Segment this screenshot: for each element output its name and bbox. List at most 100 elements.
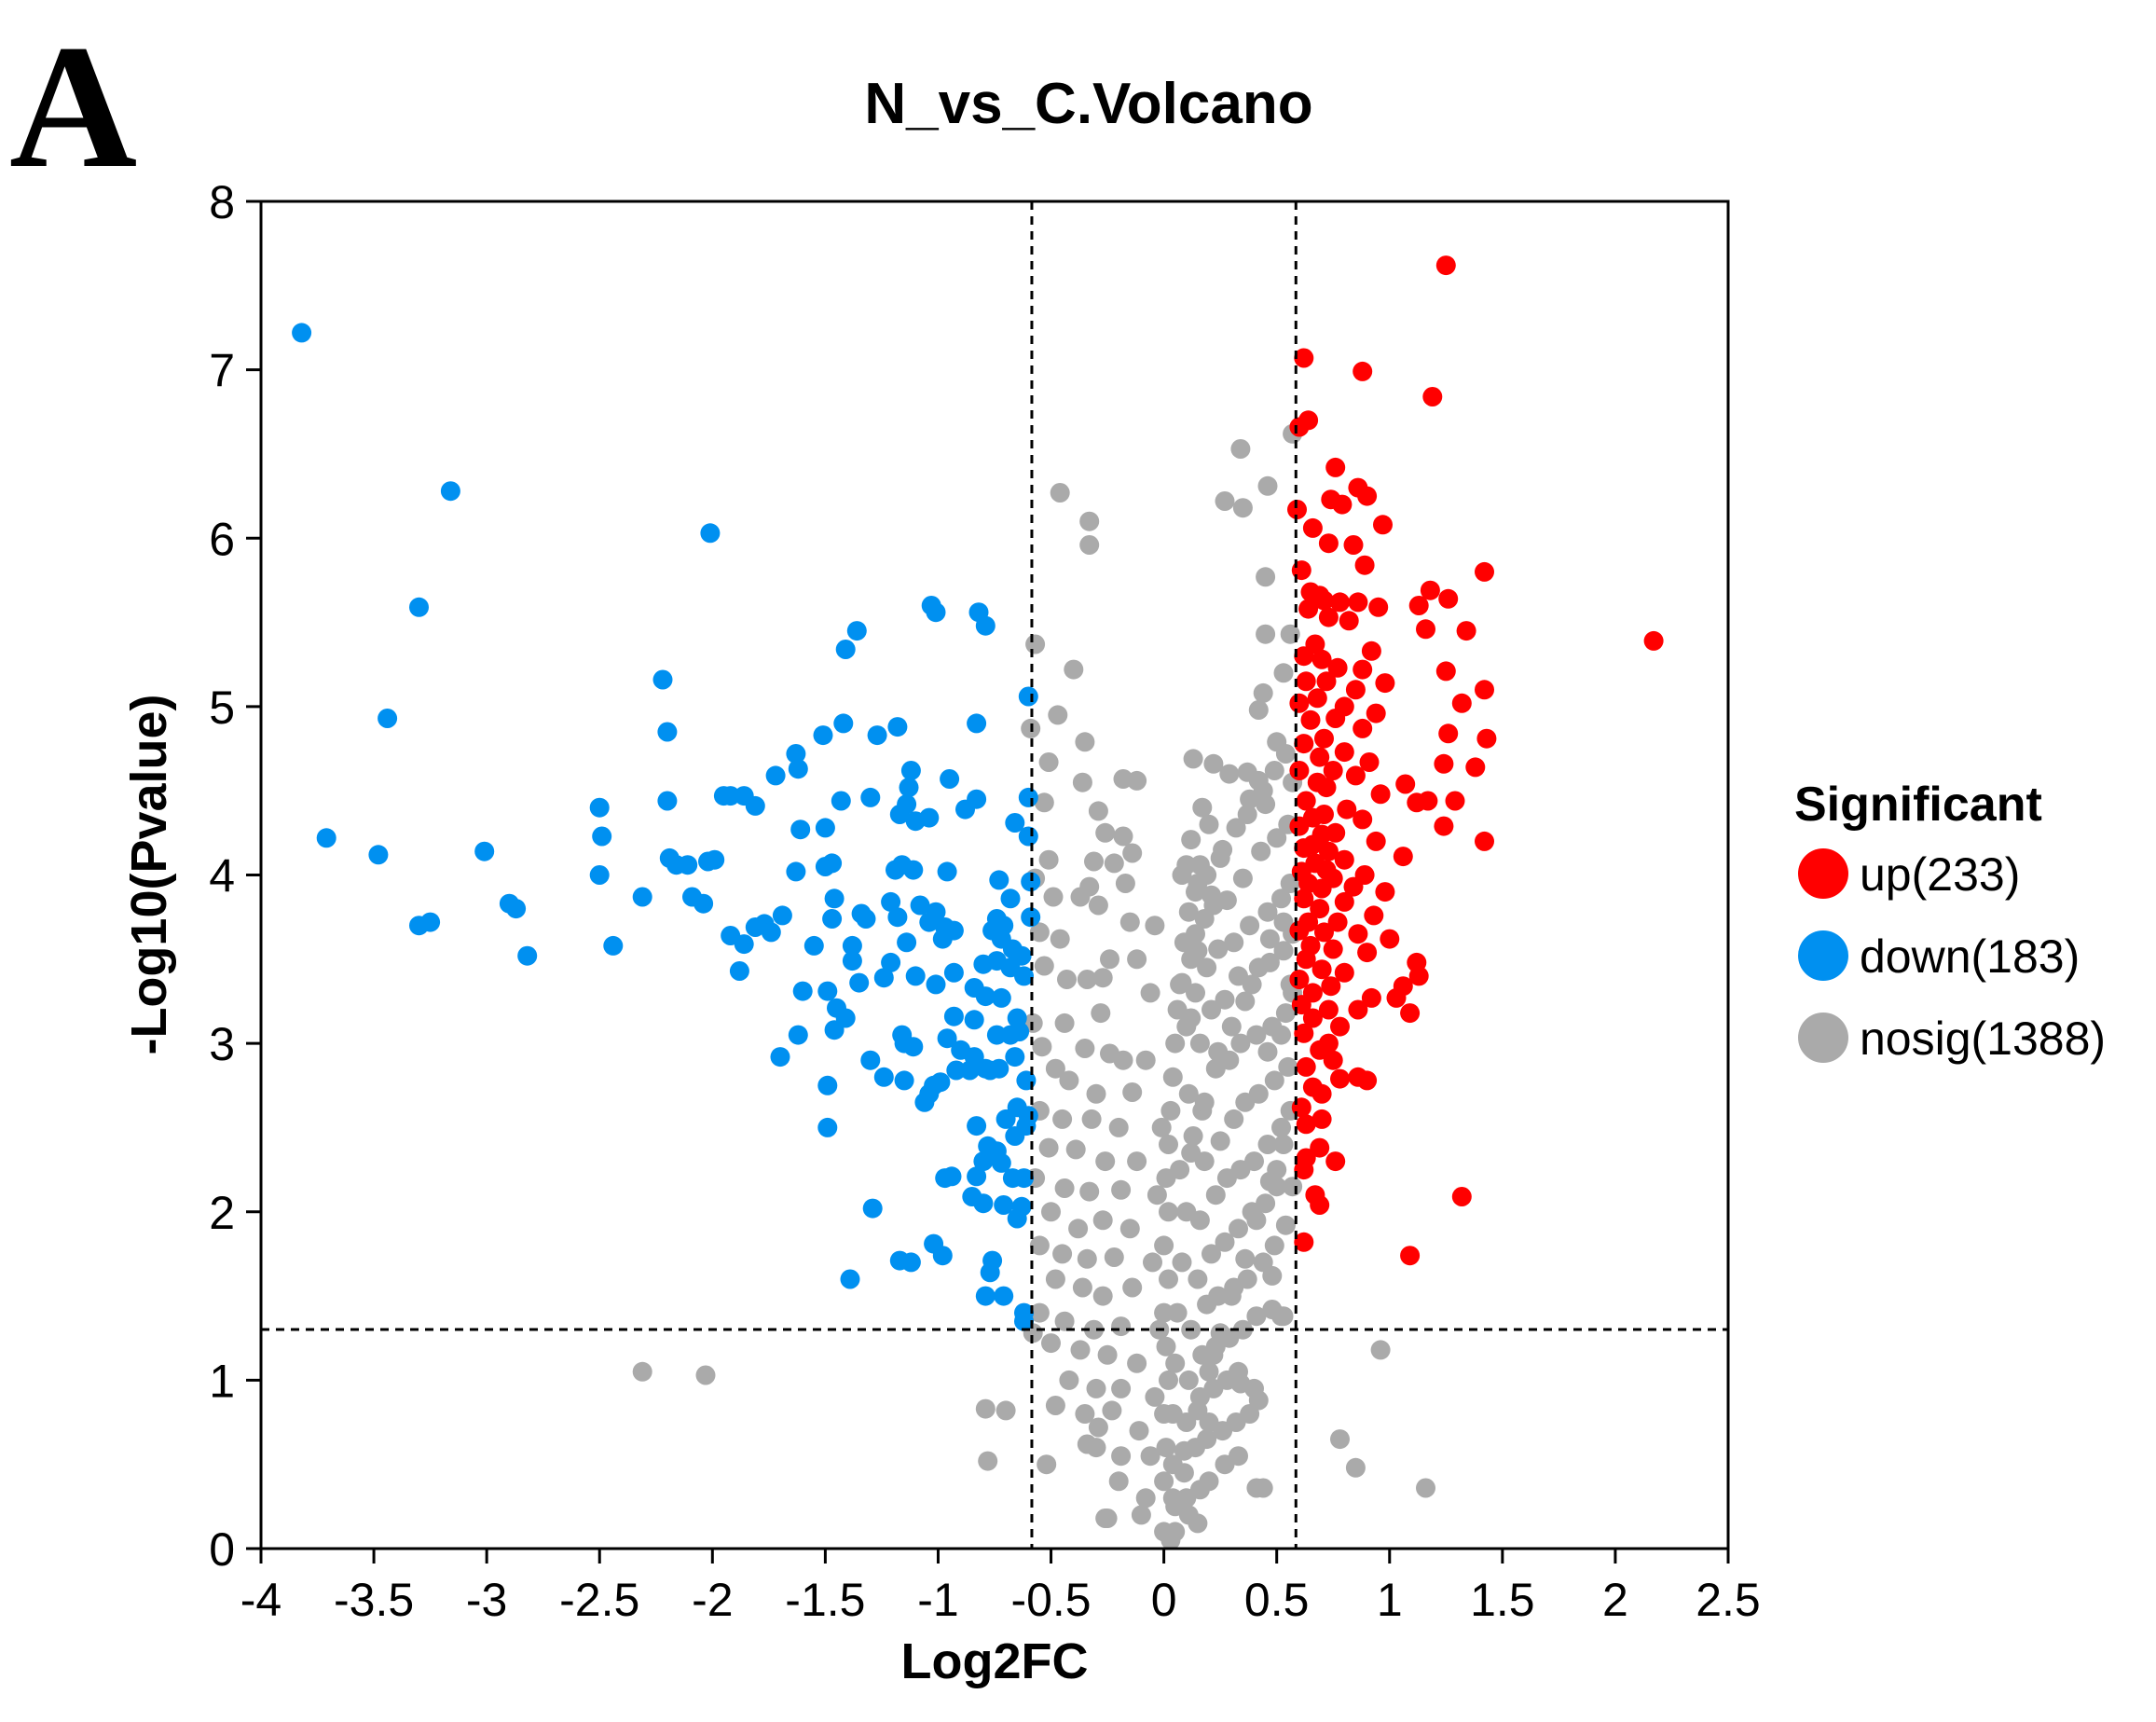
point-nosig-252	[1221, 1016, 1242, 1037]
point-down-145	[817, 1075, 838, 1095]
point-down-121	[943, 1006, 964, 1026]
point-nosig-236	[1199, 1471, 1219, 1492]
point-nosig-127	[1159, 1370, 1178, 1390]
point-up-140	[1310, 1137, 1330, 1158]
point-nosig-261	[1226, 818, 1246, 838]
point-down-30	[657, 791, 678, 811]
point-up-0	[1435, 255, 1456, 276]
point-up-101	[1364, 905, 1384, 926]
point-up-16	[1354, 555, 1375, 575]
x-tick-label-13: 2.5	[1696, 1574, 1761, 1626]
point-nosig-52	[1088, 895, 1108, 916]
point-down-63	[693, 893, 714, 914]
point-down-75	[772, 905, 792, 926]
point-down-159	[935, 1168, 955, 1189]
point-down-123	[986, 1025, 1007, 1045]
point-nosig-245	[1246, 1210, 1267, 1231]
point-up-10	[1332, 494, 1353, 515]
point-nosig-157	[1271, 889, 1291, 909]
point-nosig-59	[1127, 949, 1147, 970]
point-nosig-88	[1038, 1137, 1059, 1158]
point-up-23	[1314, 590, 1334, 611]
point-down-50	[705, 849, 725, 870]
point-up-5	[1289, 417, 1310, 437]
point-nosig-205	[1208, 1286, 1229, 1306]
point-nosig-288	[1248, 1390, 1269, 1411]
point-up-143	[1294, 1160, 1314, 1180]
point-nosig-92	[1159, 1135, 1178, 1154]
y-tick-label-1: 1	[209, 1355, 235, 1407]
point-nosig-16	[1248, 700, 1269, 720]
point-up-13	[1302, 517, 1323, 538]
point-up-111	[1296, 949, 1316, 970]
point-nosig-209	[1264, 1235, 1284, 1256]
point-up-72	[1407, 792, 1427, 813]
point-nosig-67	[1186, 983, 1205, 1003]
point-down-167	[1007, 1208, 1027, 1229]
point-nosig-251	[1208, 1041, 1229, 1062]
point-up-96	[1311, 878, 1332, 899]
point-up-58	[1334, 742, 1354, 763]
point-nosig-30	[1088, 801, 1108, 821]
point-nosig-282	[1165, 1522, 1186, 1542]
point-down-87	[420, 912, 441, 932]
point-nosig-103	[1029, 1235, 1050, 1256]
y-tick-label-4: 4	[209, 850, 235, 902]
point-up-53	[1353, 718, 1373, 738]
point-up-28	[1408, 596, 1429, 615]
point-nosig-301	[1143, 1252, 1162, 1273]
point-nosig-249	[1183, 1126, 1203, 1146]
point-up-41	[1375, 673, 1395, 694]
point-nosig-210	[1165, 1353, 1186, 1373]
point-down-9	[835, 640, 856, 659]
point-nosig-109	[1072, 1277, 1092, 1298]
point-nosig-183	[1264, 1070, 1284, 1091]
point-up-125	[1400, 1003, 1421, 1024]
point-nosig-255	[1259, 929, 1280, 949]
point-nosig-26	[1072, 772, 1092, 792]
panel-letter: A	[9, 9, 138, 205]
point-up-35	[1361, 641, 1381, 661]
point-nosig-5	[1232, 498, 1253, 518]
point-nosig-159	[1176, 1016, 1197, 1037]
point-up-77	[1353, 809, 1373, 830]
point-nosig-293	[1283, 1177, 1303, 1197]
point-up-36	[1311, 649, 1332, 669]
point-nosig-54	[1178, 902, 1199, 922]
point-up-67	[1395, 774, 1416, 794]
point-nosig-162	[1215, 989, 1235, 1010]
point-nosig-139	[1131, 1505, 1151, 1525]
point-down-0	[292, 323, 312, 343]
point-nosig-131	[1129, 1421, 1149, 1441]
point-down-162	[1014, 1168, 1034, 1189]
point-nosig-63	[1057, 970, 1077, 989]
point-up-27	[1368, 597, 1389, 617]
point-nosig-135	[1156, 1438, 1176, 1458]
point-down-67	[881, 891, 901, 912]
point-down-29	[860, 787, 881, 807]
point-up-11	[1287, 500, 1307, 519]
point-down-21	[899, 778, 919, 798]
point-up-142	[1325, 1151, 1346, 1172]
y-axis: 0 1 2 3 4 5 6 7 8	[209, 176, 261, 1576]
x-tick-label-5: -1.5	[785, 1574, 865, 1626]
x-tick-label-3: -2.5	[559, 1574, 639, 1626]
point-up-64	[1465, 757, 1486, 778]
point-nosig-70	[1091, 1003, 1111, 1024]
point-nosig-87	[1160, 1100, 1181, 1121]
point-nosig-62	[1034, 956, 1054, 976]
y-tick-label-8: 8	[209, 176, 235, 228]
point-nosig-85	[1081, 1109, 1102, 1129]
point-down-134	[1005, 1047, 1025, 1068]
point-up-43	[1316, 671, 1337, 692]
point-nosig-122	[1156, 1336, 1176, 1357]
point-nosig-10	[1064, 659, 1084, 680]
point-nosig-104	[1052, 1244, 1073, 1264]
point-nosig-180	[1224, 1109, 1244, 1129]
point-down-45	[474, 841, 495, 861]
point-down-5	[926, 602, 946, 623]
point-nosig-192	[1271, 1117, 1291, 1137]
point-down-70	[989, 870, 1009, 890]
point-up-38	[1327, 657, 1348, 678]
